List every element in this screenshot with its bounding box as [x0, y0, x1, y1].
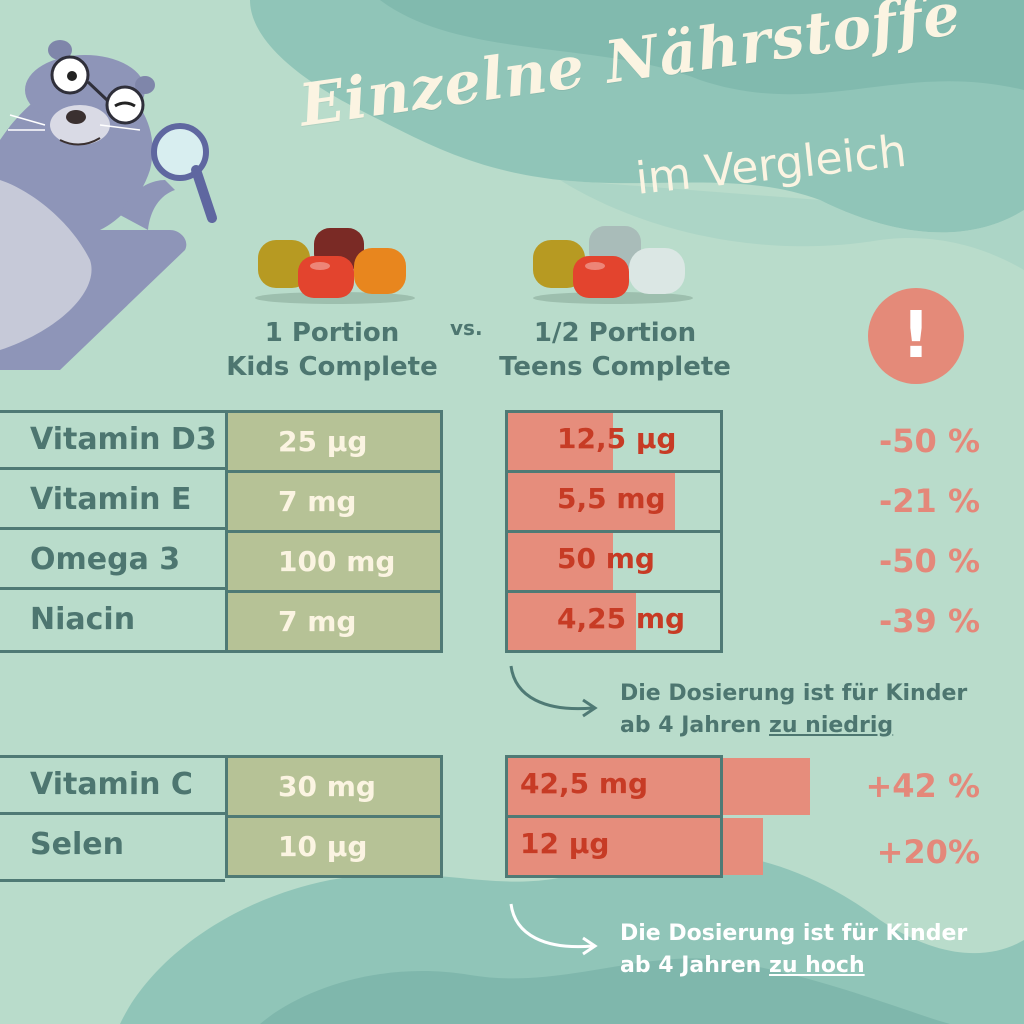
kids-header-line1: 1 Portion [264, 318, 400, 348]
note-too-low: Die Dosierung ist für Kinder ab 4 Jahren… [620, 678, 1000, 742]
note-too-high: Die Dosierung ist für Kinder ab 4 Jahren… [620, 918, 1000, 982]
teens-value: 50 mg [557, 542, 655, 575]
change-percent: -50 % [878, 542, 980, 580]
note-too-low-emphasis: zu niedrig [769, 713, 894, 738]
teens-value-bar [505, 593, 636, 650]
label-column-frame [0, 410, 225, 653]
teens-value-bar [505, 473, 675, 530]
kids-value: 7 mg [278, 485, 357, 518]
teens-header-line1: 1/2 Portion [533, 318, 697, 348]
teens-value-cell [505, 590, 723, 653]
kids-value-cell: 10 µg [225, 815, 443, 878]
nutrient-label: Vitamin E [30, 482, 192, 517]
teens-column-header: 1/2 Portion Teens Complete [490, 316, 740, 384]
kids-value: 25 µg [278, 425, 368, 458]
row-divider [0, 527, 225, 530]
change-percent: -50 % [878, 422, 980, 460]
kids-value-cell: 30 mg [225, 755, 443, 818]
teens-value: 42,5 mg [520, 767, 649, 800]
kids-gummies-image [255, 228, 415, 304]
teens-value-cell [505, 815, 723, 878]
nutrient-label: Omega 3 [30, 542, 181, 577]
note-too-low-text: Die Dosierung ist für Kinder ab 4 Jahren [620, 681, 968, 738]
teens-value-bar [505, 758, 810, 815]
kids-value-cell: 7 mg [225, 590, 443, 653]
kids-value: 10 µg [278, 830, 368, 863]
alert-icon: ! [868, 288, 964, 384]
row-divider [0, 587, 225, 590]
teens-value: 4,25 mg [557, 602, 686, 635]
teens-value: 5,5 mg [557, 482, 666, 515]
teens-value: 12,5 µg [557, 422, 677, 455]
nutrient-label: Vitamin D3 [30, 422, 217, 457]
nutrient-label: Selen [30, 827, 124, 862]
change-percent: -39 % [878, 602, 980, 640]
nutrient-label: Vitamin C [30, 767, 193, 802]
kids-value-cell: 100 mg [225, 530, 443, 593]
change-percent: +20% [876, 833, 980, 871]
change-percent: +42 % [865, 767, 980, 805]
change-percent: -21 % [878, 482, 980, 520]
vs-label: vs. [450, 316, 483, 340]
kids-value: 100 mg [278, 545, 396, 578]
kids-value: 7 mg [278, 605, 357, 638]
comparison-table-group1: Vitamin D3 25 µg 12,5 µg -50 % Vitamin E 7 mg… [0, 410, 1024, 655]
label-column-frame-2 [0, 755, 225, 882]
teens-header-line2: Teens Complete [499, 352, 731, 382]
note-too-high-text: Die Dosierung ist für Kinder ab 4 Jahren [620, 921, 968, 978]
row-divider [0, 812, 225, 815]
teens-value-bar [505, 533, 613, 590]
kids-column-header: 1 Portion Kids Complete [212, 316, 452, 384]
curved-arrow-icon-2 [509, 903, 598, 956]
teens-value: 12 µg [520, 827, 610, 860]
kids-value-cell: 7 mg [225, 470, 443, 533]
nutrient-label: Niacin [30, 602, 136, 637]
comparison-table-group2: Vitamin C 30 mg 42,5 mg +42 % Selen 10 µg 12 µ… [0, 755, 1024, 885]
teens-gummies-image [533, 226, 693, 304]
kids-value-cell: 25 µg [225, 410, 443, 473]
row-divider [0, 467, 225, 470]
note-too-high-emphasis: zu hoch [769, 953, 865, 978]
kids-value: 30 mg [278, 770, 376, 803]
curved-arrow-icon [509, 665, 598, 718]
otter-mascot-illustration [0, 40, 217, 370]
teens-value-bar [505, 413, 613, 470]
kids-header-line2: Kids Complete [226, 352, 438, 382]
